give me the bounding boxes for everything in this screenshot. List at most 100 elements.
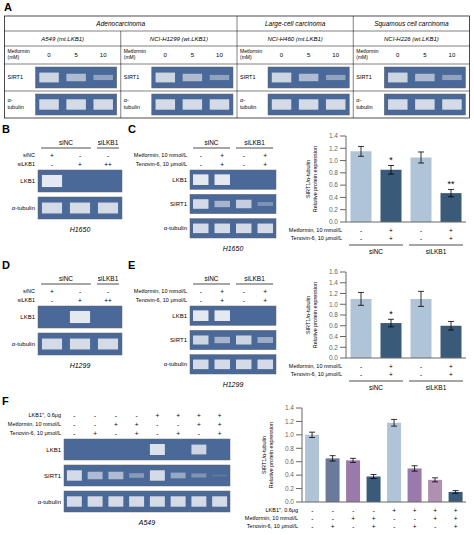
svg-text:+: + — [218, 421, 222, 428]
svg-text:-: - — [200, 161, 202, 168]
svg-text:siNC: siNC — [204, 275, 218, 282]
svg-text:α-tubulin: α-tubulin — [164, 361, 187, 367]
svg-text:Tenovin-6, 10 μmol/L: Tenovin-6, 10 μmol/L — [136, 161, 187, 167]
svg-text:++: ++ — [104, 297, 112, 304]
svg-text:0.6: 0.6 — [329, 181, 338, 188]
svg-text:1.0: 1.0 — [329, 157, 338, 164]
svg-text:α-tubulin: α-tubulin — [164, 225, 187, 231]
svg-text:-: - — [107, 152, 109, 159]
svg-text:5: 5 — [307, 52, 311, 58]
svg-text:SIRT1: SIRT1 — [240, 74, 256, 80]
svg-text:SIRT1: SIRT1 — [8, 74, 23, 80]
svg-text:-: - — [243, 152, 245, 159]
svg-text:Metformin, 10 mmol/L: Metformin, 10 mmol/L — [289, 227, 342, 233]
svg-text:-: - — [115, 430, 117, 437]
svg-text:-: - — [94, 412, 96, 419]
svg-text:-: - — [94, 421, 96, 428]
svg-text:+: + — [176, 412, 180, 419]
svg-text:α-tubulin: α-tubulin — [12, 205, 35, 211]
svg-text:α-tubulin: α-tubulin — [38, 498, 61, 504]
svg-text:-: - — [393, 523, 395, 530]
svg-text:-: - — [311, 515, 313, 522]
svg-text:-: - — [177, 421, 179, 428]
svg-text:siNC: siNC — [204, 139, 218, 146]
svg-text:D: D — [8, 260, 10, 271]
svg-text:+: + — [93, 430, 97, 437]
svg-text:-: - — [332, 515, 334, 522]
svg-text:H1650: H1650 — [223, 245, 244, 252]
svg-text:NCI-H1299 (wt.LKB1): NCI-H1299 (wt.LKB1) — [150, 35, 208, 41]
svg-text:0.0: 0.0 — [329, 218, 338, 225]
svg-text:C: C — [128, 124, 136, 135]
svg-text:+: + — [263, 297, 267, 304]
svg-text:SIRT1/α-tubulinRelative protei: SIRT1/α-tubulinRelative protein expressi… — [305, 146, 318, 212]
svg-text:1.4: 1.4 — [285, 404, 294, 411]
svg-text:+: + — [220, 152, 224, 159]
svg-text:-: - — [373, 507, 375, 514]
svg-text:1.0: 1.0 — [329, 301, 338, 308]
svg-text:+: + — [454, 515, 458, 522]
svg-text:Metformin(mM): Metformin(mM) — [124, 48, 146, 60]
svg-text:0.6: 0.6 — [285, 458, 294, 465]
svg-text:0: 0 — [280, 52, 284, 58]
svg-text:-: - — [420, 235, 422, 242]
svg-text:+: + — [135, 430, 139, 437]
svg-text:+: + — [220, 297, 224, 304]
svg-text:LKB1: LKB1 — [172, 176, 187, 182]
svg-text:+: + — [454, 523, 458, 530]
svg-text:0.0: 0.0 — [285, 498, 294, 505]
svg-text:+: + — [454, 507, 458, 514]
svg-text:0.8: 0.8 — [329, 311, 338, 318]
svg-text:0.8: 0.8 — [329, 169, 338, 176]
svg-text:-: - — [200, 152, 202, 159]
svg-text:1.0: 1.0 — [285, 431, 294, 438]
svg-text:1.4: 1.4 — [329, 279, 338, 286]
svg-text:0.0: 0.0 — [329, 354, 338, 361]
svg-text:+: + — [50, 152, 54, 159]
svg-text:+: + — [176, 430, 180, 437]
svg-text:siLKB1: siLKB1 — [18, 297, 35, 303]
svg-text:0.6: 0.6 — [329, 322, 338, 329]
svg-text:-: - — [311, 523, 313, 530]
svg-text:SIRT1/α-tubulinRelative protei: SIRT1/α-tubulinRelative protein expressi… — [261, 422, 274, 488]
svg-text:-: - — [360, 227, 362, 234]
svg-text:H1299: H1299 — [70, 362, 91, 369]
svg-text:-: - — [51, 297, 53, 304]
svg-text:SIRT1/α-tubulinRelative protei: SIRT1/α-tubulinRelative protein expressi… — [305, 282, 318, 348]
svg-text:+: + — [78, 161, 82, 168]
svg-text:siLKB1: siLKB1 — [244, 139, 265, 146]
svg-text:LKB1: LKB1 — [172, 312, 187, 318]
svg-text:LKB1: LKB1 — [20, 178, 35, 184]
svg-text:+: + — [155, 412, 159, 419]
svg-text:Metformin, 10 mmol/L: Metformin, 10 mmol/L — [8, 421, 61, 427]
svg-text:α-tubulin: α-tubulin — [8, 98, 24, 110]
svg-text:+: + — [389, 227, 393, 234]
svg-text:+: + — [263, 152, 267, 159]
svg-text:0.2: 0.2 — [285, 485, 294, 492]
svg-text:siNC: siNC — [59, 139, 73, 146]
svg-text:10: 10 — [449, 52, 456, 58]
svg-text:-: - — [200, 288, 202, 295]
svg-text:+: + — [372, 523, 376, 530]
svg-text:-: - — [79, 288, 81, 295]
svg-text:siNC: siNC — [23, 152, 35, 158]
svg-text:Tenovin-6, 10 μmol/L: Tenovin-6, 10 μmol/L — [291, 371, 342, 377]
svg-text:+: + — [413, 507, 417, 514]
svg-text:SIRT1: SIRT1 — [356, 74, 372, 80]
svg-text:siNC: siNC — [369, 248, 383, 255]
svg-text:siLKB1: siLKB1 — [18, 161, 35, 167]
svg-text:+: + — [78, 297, 82, 304]
svg-text:+: + — [433, 507, 437, 514]
svg-text:-: - — [200, 297, 202, 304]
svg-text:-: - — [156, 430, 158, 437]
svg-text:0.2: 0.2 — [329, 206, 338, 213]
svg-text:1.4: 1.4 — [329, 132, 338, 139]
svg-text:-: - — [352, 507, 354, 514]
svg-text:siLKB1: siLKB1 — [98, 275, 119, 282]
svg-text:+: + — [218, 430, 222, 437]
svg-text:-: - — [360, 363, 362, 370]
svg-text:+: + — [197, 412, 201, 419]
svg-text:Metformin, 10 mmol/L: Metformin, 10 mmol/L — [245, 515, 298, 521]
svg-text:0: 0 — [396, 52, 400, 58]
svg-text:SIRT1: SIRT1 — [170, 201, 188, 207]
